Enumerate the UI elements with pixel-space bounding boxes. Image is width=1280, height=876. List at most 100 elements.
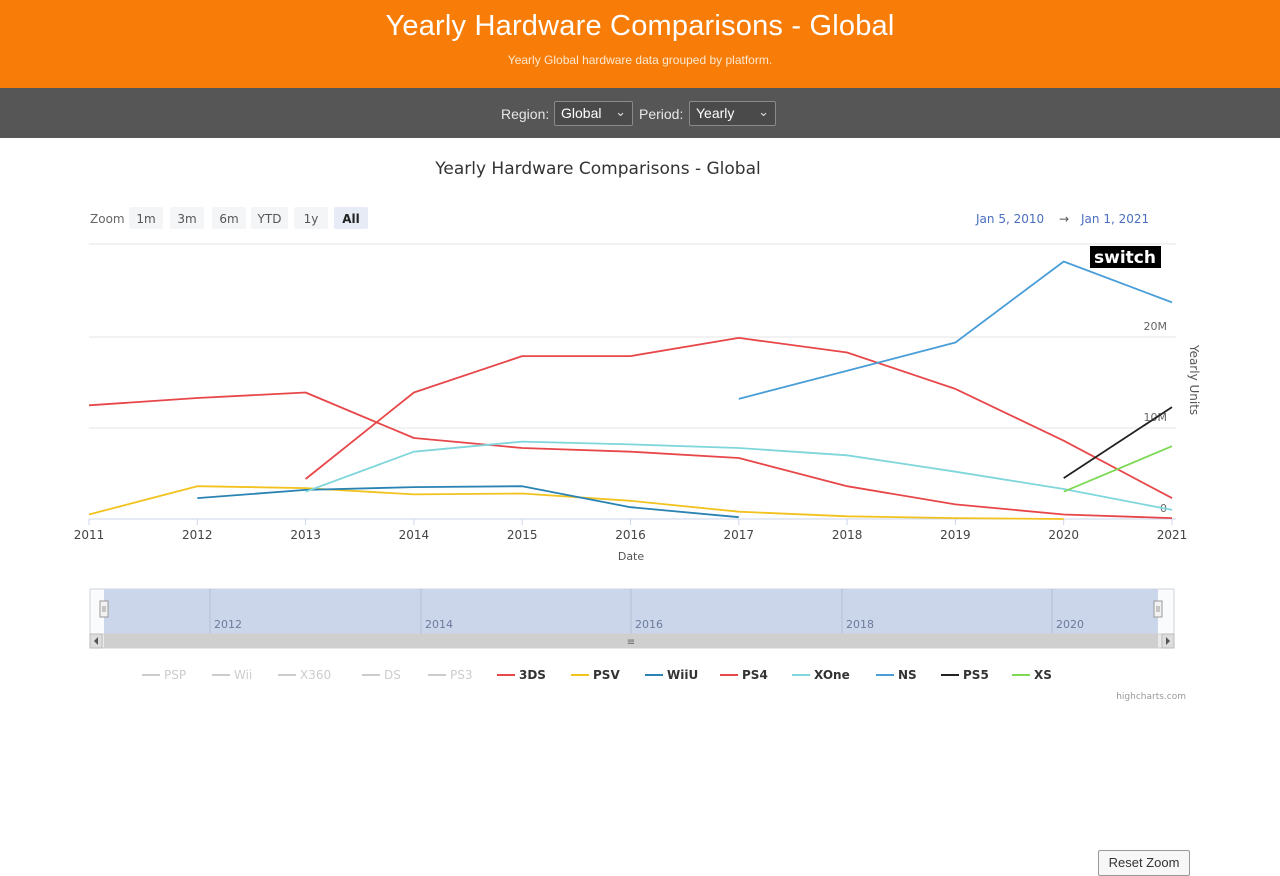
navigator-label: 2020 [1056,618,1084,631]
legend-label: NS [898,668,917,682]
legend-label: PSV [593,668,620,682]
zoom-button-label: 1m [136,212,155,226]
zoom-button-label: YTD [257,212,282,226]
switch-annotation-bg [1090,246,1161,268]
x-tick-label: 2020 [1048,528,1079,542]
region-label: Region: [501,106,550,122]
zoom-button-6m[interactable]: 6m [212,207,246,229]
x-tick-label: 2015 [507,528,538,542]
grid-lines [89,243,1176,520]
reset-zoom-button[interactable]: Reset Zoom [1098,850,1190,876]
legend-label: XS [1034,668,1052,682]
legend-item-psv[interactable]: PSV [571,668,620,682]
navigator-labels: 2012 2014 2016 2018 2020 [209,589,1084,634]
navigator-right-handle[interactable] [1153,600,1163,618]
legend-item-ps3[interactable]: PS3 [428,668,473,682]
filter-toolbar: Region: Global ⌄ Period: Yearly ⌄ [0,88,1280,138]
chevron-down-icon: ⌄ [758,104,769,119]
x-tick-label: 2019 [940,528,971,542]
series-layer [88,260,1173,520]
navigator-scrollbar-thumb[interactable] [104,634,1158,648]
legend-label: PS3 [450,668,473,682]
legend-label: Wii [234,668,252,682]
zoom-button-label: 3m [177,212,196,226]
chart-container: Yearly Hardware Comparisons - Global Zoo… [0,138,1280,876]
page-title: Yearly Hardware Comparisons - Global [385,10,895,42]
region-select[interactable]: Global ⌄ [554,101,633,126]
series-line-xs[interactable] [1063,445,1173,493]
x-tick-label: 2013 [290,528,321,542]
y-tick-label: 20M [1144,320,1168,333]
x-tick-label: 2014 [399,528,430,542]
legend-item-wiiu[interactable]: WiiU [645,668,698,682]
x-tick-label: 2016 [615,528,646,542]
legend-item-ns[interactable]: NS [876,668,917,682]
page-header: Yearly Hardware Comparisons - Global Yea… [0,0,1280,88]
legend-item-ps4[interactable]: PS4 [720,668,768,682]
series-line-ps5[interactable] [1063,406,1173,479]
series-line-3ds[interactable] [88,391,1173,519]
legend-item-ps5[interactable]: PS5 [941,668,989,682]
chart-svg: Yearly Hardware Comparisons - Global Zoo… [74,159,1201,702]
zoom-button-label: 6m [219,212,238,226]
switch-annotation: switch [1094,248,1156,268]
series-line-xone[interactable] [305,440,1173,511]
chart-legend: PSP Wii X360 DS PS3 3DS PSV WiiU PS4 XOne NS PS5 XS [142,668,1052,682]
y-axis-label: Yearly Units [1187,344,1201,415]
credits-link[interactable]: highcharts.com [1116,692,1186,702]
chevron-down-icon: ⌄ [615,104,626,119]
legend-label: 3DS [519,668,546,682]
navigator-label: 2016 [635,618,663,631]
range-to[interactable]: Jan 1, 2021 [1080,212,1149,226]
legend-item-psp[interactable]: PSP [142,668,186,682]
page-subtitle: Yearly Global hardware data grouped by p… [507,53,773,67]
zoom-buttons: 1m 3m 6m YTD 1y All [129,207,368,229]
navigator-left-handle[interactable] [99,600,109,618]
legend-label: WiiU [667,668,698,682]
x-tick-label: 2017 [724,528,755,542]
zoom-button-all[interactable]: All [334,207,368,229]
zoom-button-1m[interactable]: 1m [129,207,163,229]
region-select-value: Global [561,105,602,121]
x-tick-label: 2018 [832,528,863,542]
x-axis-label: Date [618,550,645,563]
series-line-psv[interactable] [88,485,1064,520]
legend-label: PSP [164,668,186,682]
legend-label: XOne [814,668,850,682]
legend-label: X360 [300,668,331,682]
navigator-label: 2012 [214,618,242,631]
navigator-label: 2018 [846,618,874,631]
chart-title: Yearly Hardware Comparisons - Global [434,159,760,179]
x-tick-label: 2011 [74,528,105,542]
zoom-button-label: All [342,212,360,226]
x-tick-label: 2021 [1157,528,1188,542]
period-select-value: Yearly [696,105,735,121]
period-select[interactable]: Yearly ⌄ [689,101,776,126]
x-axis: 2011 2012 2013 2014 2015 2016 2017 2018 2019 2020… [74,519,1188,542]
zoom-button-3m[interactable]: 3m [170,207,204,229]
legend-item-xone[interactable]: XOne [792,668,850,682]
arrow-left-icon [94,637,98,645]
zoom-button-ytd[interactable]: YTD [251,207,288,229]
series-line-wiiu[interactable] [197,485,739,519]
legend-item-ds[interactable]: DS [362,668,401,682]
legend-item-xs[interactable]: XS [1012,668,1052,682]
series-line-ns[interactable] [738,260,1173,400]
legend-item-x360[interactable]: X360 [278,668,331,682]
arrow-right-icon [1166,637,1170,645]
zoom-label: Zoom [90,212,125,226]
period-label: Period: [639,106,684,122]
series-line-ps4[interactable] [305,336,1173,499]
range-separator: → [1059,212,1069,226]
zoom-button-label: 1y [304,212,319,226]
legend-label: PS5 [963,668,989,682]
range-from[interactable]: Jan 5, 2010 [975,212,1044,226]
zoom-button-1y[interactable]: 1y [294,207,328,229]
legend-label: DS [384,668,401,682]
legend-label: PS4 [742,668,768,682]
navigator-label: 2014 [425,618,453,631]
legend-item-wii[interactable]: Wii [212,668,252,682]
x-tick-label: 2012 [182,528,213,542]
legend-item-3ds[interactable]: 3DS [497,668,546,682]
scrollbar-grip-icon: ≡ [627,637,635,648]
